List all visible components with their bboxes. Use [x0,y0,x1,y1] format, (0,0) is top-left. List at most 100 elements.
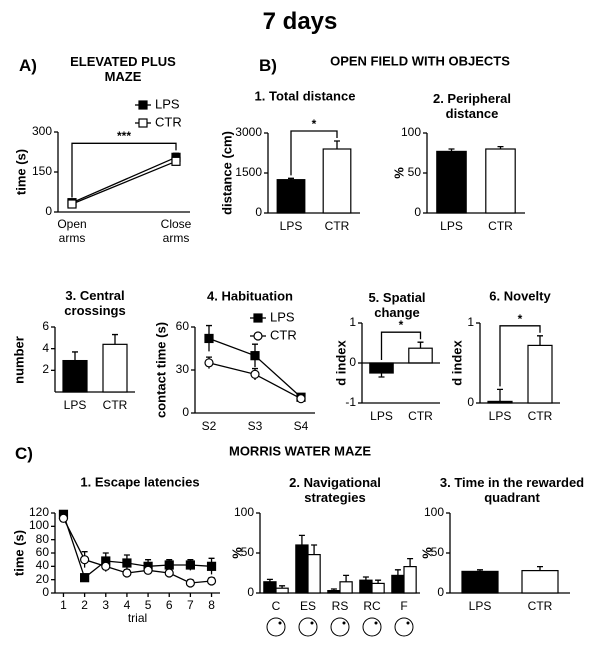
significance-label: *** [116,129,132,144]
chart-title: 3. Central crossings [64,288,126,318]
chart-title: 4. Habituation [207,288,293,304]
legend-marker [138,118,148,128]
error-bar [537,335,543,346]
strategy-icon [298,617,318,637]
y-tick-label: 2 [42,362,49,377]
y-axis-label: time (s) [13,148,29,196]
y-tick-label: 60 [35,545,49,560]
y-tick-label: 80 [35,531,49,546]
y-tick-label: 4 [42,340,49,355]
strategy-icon [394,617,414,637]
error-bar [497,388,503,402]
y-tick-label: 3000 [235,125,262,140]
point-marker [80,555,90,565]
strategy-icon [362,617,382,637]
error-bar [537,565,543,571]
chart-title: 1. Escape latencies [80,474,200,490]
point-marker [164,560,174,570]
y-tick-label: 120 [28,505,49,520]
point-marker [58,513,69,523]
error-bar [279,585,286,589]
point-marker [185,578,195,588]
error-bar [497,145,504,149]
section-label: C) [15,444,33,464]
x-tick-label: LPS [488,409,512,424]
series-line [71,156,177,204]
point-marker [204,333,214,344]
strategy-icon [330,617,350,637]
bar [62,359,88,393]
strategy-icon [374,621,378,625]
point-marker [296,394,306,404]
x-tick-label: LPS [468,599,492,614]
y-tick-label: 0 [247,585,254,600]
error-bar [378,373,385,378]
x-tick-label: C [271,599,281,614]
x-tick-label: 1 [60,598,67,613]
x-tick-label: 5 [144,598,152,613]
x-tick-label: 8 [208,598,215,613]
section-label: B) [259,56,277,76]
y-axis-label: contact time (s) [153,321,169,419]
section-title: MORRIS WATER MAZE [228,443,372,459]
y-tick-label: 30 [175,362,189,377]
bar [359,579,373,594]
y-tick-label: 60 [175,319,189,334]
legend-marker [253,313,263,323]
x-tick-label: CTR [488,219,513,234]
bar [436,150,467,214]
legend-label: LPS [270,309,295,325]
y-tick-label: 50 [240,545,254,560]
section-title: OPEN FIELD WITH OBJECTS [330,53,510,69]
legend-label: CTR [155,114,182,130]
y-tick-label: 1 [349,315,356,330]
significance-label: * [517,311,523,326]
point-marker [80,573,90,583]
x-tick-label: LPS [370,409,393,424]
error-bar [407,557,414,567]
y-tick-label: 100 [28,518,49,533]
y-axis-label: number [11,335,27,384]
strategy-icon [342,621,346,625]
x-axis-label: trial [127,611,148,626]
point-marker [143,565,153,575]
x-tick-label: CTR [527,409,553,424]
error-bar [394,569,401,576]
error-bar [330,588,337,591]
y-axis-label: % [391,167,407,179]
strategy-icon [310,621,314,625]
point-marker [250,369,260,379]
bar [307,553,321,594]
y-tick-label: 0 [182,405,189,420]
significance-bracket [71,142,177,198]
point-marker [250,351,260,361]
error-bar [288,177,294,180]
x-tick-label: 3 [102,598,110,613]
bar [487,400,513,404]
y-tick-label: 6 [42,319,49,334]
error-bar [72,351,78,361]
error-bar [334,140,340,149]
legend-label: CTR [270,327,297,343]
error-bar [311,544,318,555]
point-marker [122,558,132,568]
bar [371,582,385,594]
x-tick-label: 2 [81,598,88,613]
y-tick-label: 40 [35,558,49,573]
chart-title: 2. Peripheral distance [432,91,512,121]
y-tick-label: 20 [35,571,49,586]
x-tick-label: CTR [102,398,128,413]
y-tick-label: 0 [255,205,262,220]
section-label: A) [19,56,37,76]
error-bar [448,148,455,152]
bar [275,587,289,594]
point-marker [67,199,77,209]
legend-marker [253,331,263,341]
y-tick-label: 50 [407,165,421,180]
significance-label: * [398,318,404,333]
x-tick-label: S2 [201,419,217,434]
point-marker [185,560,195,570]
significance-label: * [311,117,317,132]
y-tick-label: 100 [233,505,254,520]
